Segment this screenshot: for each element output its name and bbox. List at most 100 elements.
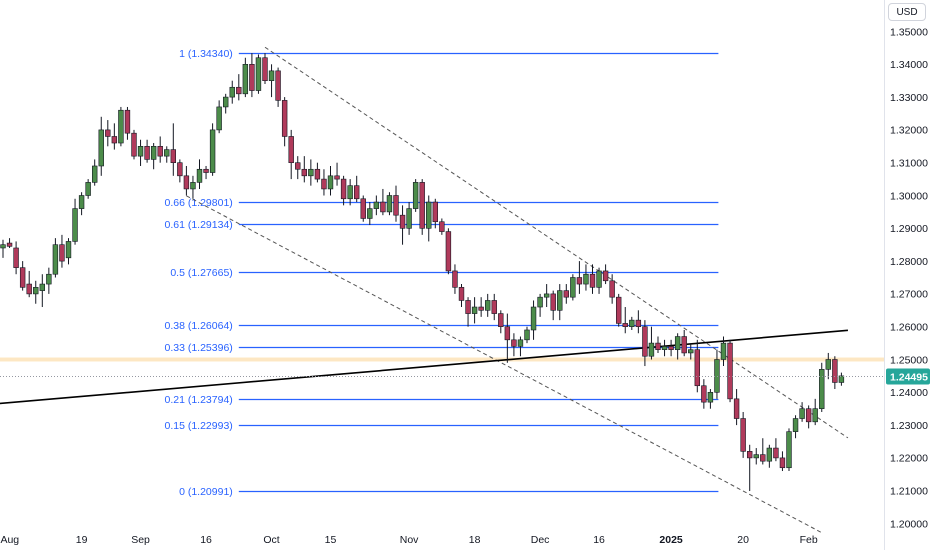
- candle: [557, 284, 563, 321]
- candle: [760, 438, 766, 465]
- candle-body: [386, 195, 393, 213]
- candle-body: [439, 221, 445, 232]
- candle: [281, 97, 288, 147]
- candle: [124, 106, 131, 140]
- candle: [629, 316, 635, 330]
- current-price-tag-label: 1.24495: [890, 371, 928, 383]
- candle: [209, 123, 216, 176]
- time-tick-label: Oct: [263, 534, 279, 546]
- candle: [203, 165, 209, 180]
- candle: [327, 165, 334, 196]
- candle: [301, 156, 307, 183]
- candle-body: [753, 454, 759, 459]
- time-tick-label: 19: [76, 534, 88, 546]
- candle-body: [661, 346, 668, 350]
- candle-body: [92, 165, 98, 183]
- candle: [458, 284, 465, 308]
- candle: [661, 339, 668, 357]
- currency-button[interactable]: USD: [888, 3, 926, 21]
- candle: [295, 156, 301, 180]
- candle-body: [570, 277, 576, 298]
- candle-body: [766, 447, 773, 462]
- candle: [98, 116, 104, 176]
- candle: [838, 372, 845, 386]
- candle: [373, 195, 380, 216]
- candle: [92, 159, 98, 186]
- candle: [59, 234, 65, 268]
- candle-body: [681, 336, 687, 354]
- candle: [216, 100, 222, 134]
- candle-body: [268, 70, 275, 82]
- parallel-channel[interactable]: [186, 46, 849, 534]
- trendline-layer[interactable]: [0, 329, 849, 405]
- candle: [799, 402, 805, 422]
- candle-body: [124, 109, 131, 134]
- candle-body: [203, 168, 209, 173]
- candle: [786, 428, 792, 472]
- candle-body: [615, 296, 622, 324]
- fib-level-label: 0.38 (1.26064): [164, 320, 232, 332]
- candle-body: [0, 244, 6, 249]
- time-tick-label: Aug: [0, 534, 19, 546]
- candle: [386, 192, 393, 216]
- candle-body: [406, 208, 412, 229]
- candle: [340, 175, 347, 206]
- candle: [805, 405, 812, 429]
- highlight-band-layer: [0, 357, 884, 362]
- candle: [452, 264, 458, 294]
- candle: [465, 297, 471, 327]
- candle-body: [576, 277, 583, 285]
- candle-body: [563, 290, 570, 298]
- candle: [39, 274, 46, 308]
- candle: [550, 290, 556, 321]
- price-tick-label: 1.22000: [890, 453, 928, 465]
- candle-body: [773, 447, 779, 459]
- candle-body: [707, 391, 714, 403]
- candle: [504, 313, 511, 363]
- candle-body: [511, 339, 517, 347]
- candle-body: [524, 329, 530, 341]
- candle-body: [504, 326, 511, 341]
- candle: [622, 307, 628, 334]
- candle-body: [236, 86, 242, 95]
- candle-body: [288, 136, 294, 164]
- fib-level-label: 0.61 (1.29134): [164, 219, 232, 231]
- candle: [825, 352, 832, 380]
- candle: [268, 64, 275, 98]
- candle-body: [733, 398, 740, 419]
- candle-body: [164, 149, 170, 157]
- candle: [674, 333, 681, 360]
- candle: [478, 297, 484, 317]
- candle-body: [190, 182, 196, 190]
- candle: [26, 270, 32, 298]
- candle: [33, 280, 39, 304]
- candle: [52, 238, 59, 278]
- candle: [321, 169, 327, 196]
- candle: [0, 239, 6, 258]
- candle: [426, 195, 432, 242]
- candle-body: [655, 342, 661, 350]
- candle-body: [819, 369, 825, 409]
- candle: [766, 444, 773, 468]
- candle: [570, 274, 576, 301]
- candle-body: [622, 323, 628, 328]
- time-axis[interactable]: Aug 19 Sep 16 Oct 15 Nov 18 Dec 16 2025 20 Feb: [0, 534, 817, 546]
- price-tick-label: 1.27000: [890, 289, 928, 301]
- candle: [779, 451, 786, 472]
- candlestick-series: [0, 53, 845, 492]
- candle-body: [714, 359, 720, 393]
- price-axis[interactable]: 1.35000 1.34000 1.33000 1.32000 1.31000 1.300…: [890, 26, 928, 530]
- candle-body: [484, 300, 491, 311]
- candle: [537, 293, 543, 317]
- candle: [727, 339, 733, 403]
- candle-body: [589, 273, 596, 288]
- price-tick-label: 1.33000: [890, 92, 928, 104]
- candle-body: [478, 306, 484, 311]
- candle-body: [65, 241, 72, 259]
- candle-body: [118, 109, 124, 144]
- candle-body: [399, 214, 406, 229]
- candle: [137, 139, 144, 166]
- candle-body: [642, 326, 648, 357]
